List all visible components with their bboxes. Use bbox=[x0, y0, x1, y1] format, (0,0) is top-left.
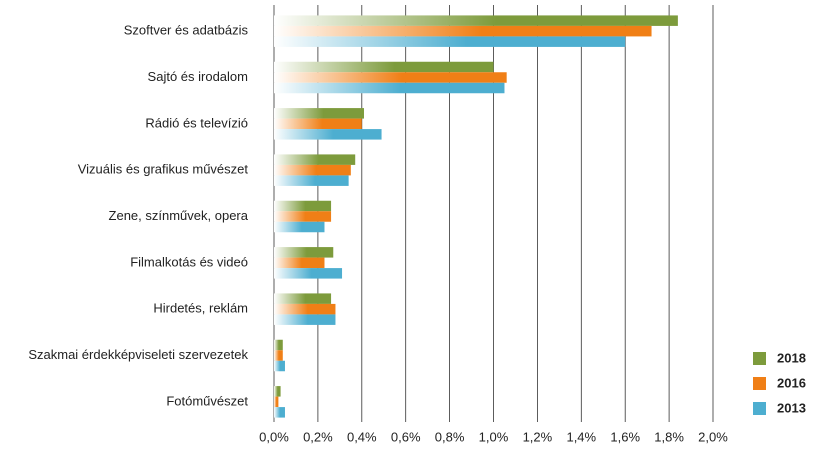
bar bbox=[274, 15, 678, 26]
x-tick-label: 1,4% bbox=[566, 429, 596, 444]
x-tick-label: 1,2% bbox=[523, 429, 553, 444]
bar bbox=[274, 314, 336, 325]
y-tick-label: Rádió és televízió bbox=[145, 115, 248, 130]
bar bbox=[274, 154, 356, 165]
legend-label: 2013 bbox=[777, 400, 806, 415]
bar bbox=[274, 407, 285, 418]
bar bbox=[274, 303, 336, 315]
legend-swatch bbox=[753, 352, 766, 365]
legend-label: 2018 bbox=[777, 350, 806, 365]
bar bbox=[274, 396, 279, 408]
y-tick-label: Szakmai érdekképviseleti szervezetek bbox=[28, 347, 248, 362]
legend-label: 2016 bbox=[777, 375, 806, 390]
bar bbox=[274, 211, 332, 222]
y-tick-label: Sajtó és irodalom bbox=[148, 69, 248, 84]
y-tick-label: Vizuális és grafikus művészet bbox=[78, 162, 249, 177]
bar bbox=[274, 360, 285, 372]
x-tick-label: 0,4% bbox=[347, 429, 377, 444]
bar bbox=[274, 82, 505, 94]
x-tick-label: 0,8% bbox=[435, 429, 465, 444]
bar bbox=[274, 118, 362, 130]
bar bbox=[274, 175, 349, 186]
x-tick-label: 1,8% bbox=[654, 429, 684, 444]
bar bbox=[274, 221, 325, 233]
bar bbox=[274, 61, 494, 73]
x-tick-label: 2,0% bbox=[698, 429, 728, 444]
y-tick-label: Szoftver és adatbázis bbox=[124, 23, 249, 38]
bar bbox=[274, 36, 626, 47]
y-tick-label: Filmalkotás és videó bbox=[130, 254, 248, 269]
bar bbox=[274, 339, 283, 351]
bar bbox=[274, 257, 325, 269]
bar bbox=[274, 129, 382, 140]
bar bbox=[274, 247, 334, 258]
bar bbox=[274, 164, 351, 176]
bar bbox=[274, 350, 283, 361]
bar bbox=[274, 268, 343, 279]
x-tick-label: 0,2% bbox=[303, 429, 333, 444]
x-tick-label: 0,0% bbox=[259, 429, 289, 444]
legend-swatch bbox=[753, 377, 766, 390]
bar bbox=[274, 386, 281, 397]
bar bbox=[274, 25, 652, 37]
bar bbox=[274, 200, 332, 212]
y-tick-label: Fotóművészet bbox=[166, 393, 248, 408]
bar bbox=[274, 72, 507, 83]
x-tick-label: 1,0% bbox=[479, 429, 509, 444]
bar bbox=[274, 293, 332, 304]
x-tick-label: 1,6% bbox=[610, 429, 640, 444]
x-tick-label: 0,6% bbox=[391, 429, 421, 444]
y-tick-label: Zene, színművek, opera bbox=[109, 208, 249, 223]
y-tick-label: Hirdetés, reklám bbox=[153, 301, 248, 316]
legend-swatch bbox=[753, 402, 766, 415]
bar bbox=[274, 108, 364, 119]
